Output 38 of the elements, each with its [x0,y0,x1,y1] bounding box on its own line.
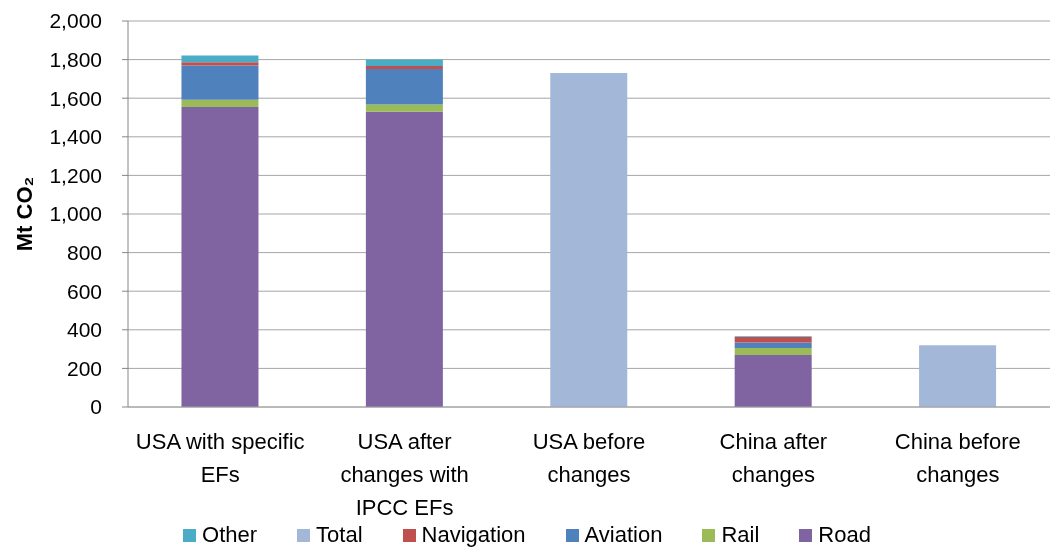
bar [734,336,812,343]
x-tick-label: USA after changes with IPCC EFs [340,428,469,520]
bar [365,69,443,105]
legend-label: Rail [720,521,760,549]
y-tick-label: 800 [66,241,102,265]
y-tick-label: 600 [66,279,102,303]
legend-label: Other [201,521,258,549]
x-tick-label: USA with specific EFs [135,428,305,487]
bar [734,342,812,348]
y-tick-label: 1,800 [49,48,102,72]
bar [365,65,443,70]
legend-label: Total [315,521,363,549]
y-tick-label: 200 [66,356,102,380]
y-tick-label: 1,200 [49,163,102,187]
bar [734,354,812,407]
x-tick-label: China after changes [719,428,828,487]
bar [919,345,997,407]
bar [365,111,443,407]
legend-label: Navigation [420,521,526,549]
bar [181,65,259,100]
y-tick-label: 400 [66,318,102,342]
y-axis-title: Mt CO₂ [11,176,37,252]
y-tick-label: 2,000 [49,9,102,33]
bar [365,59,443,66]
legend-label: Aviation [583,521,663,549]
legend-label: Road [817,521,871,549]
bar [550,73,628,407]
x-tick-label: China before changes [894,428,1021,487]
bar [181,99,259,107]
y-tick-label: 1,600 [49,86,102,110]
bar [365,104,443,112]
bar [734,347,812,355]
bar [181,106,259,407]
bar [181,62,259,66]
y-tick-label: 1,000 [49,202,102,226]
x-tick-label: USA before changes [532,428,646,487]
y-tick-label: 1,400 [49,125,102,149]
y-tick-label: 0 [90,395,102,419]
